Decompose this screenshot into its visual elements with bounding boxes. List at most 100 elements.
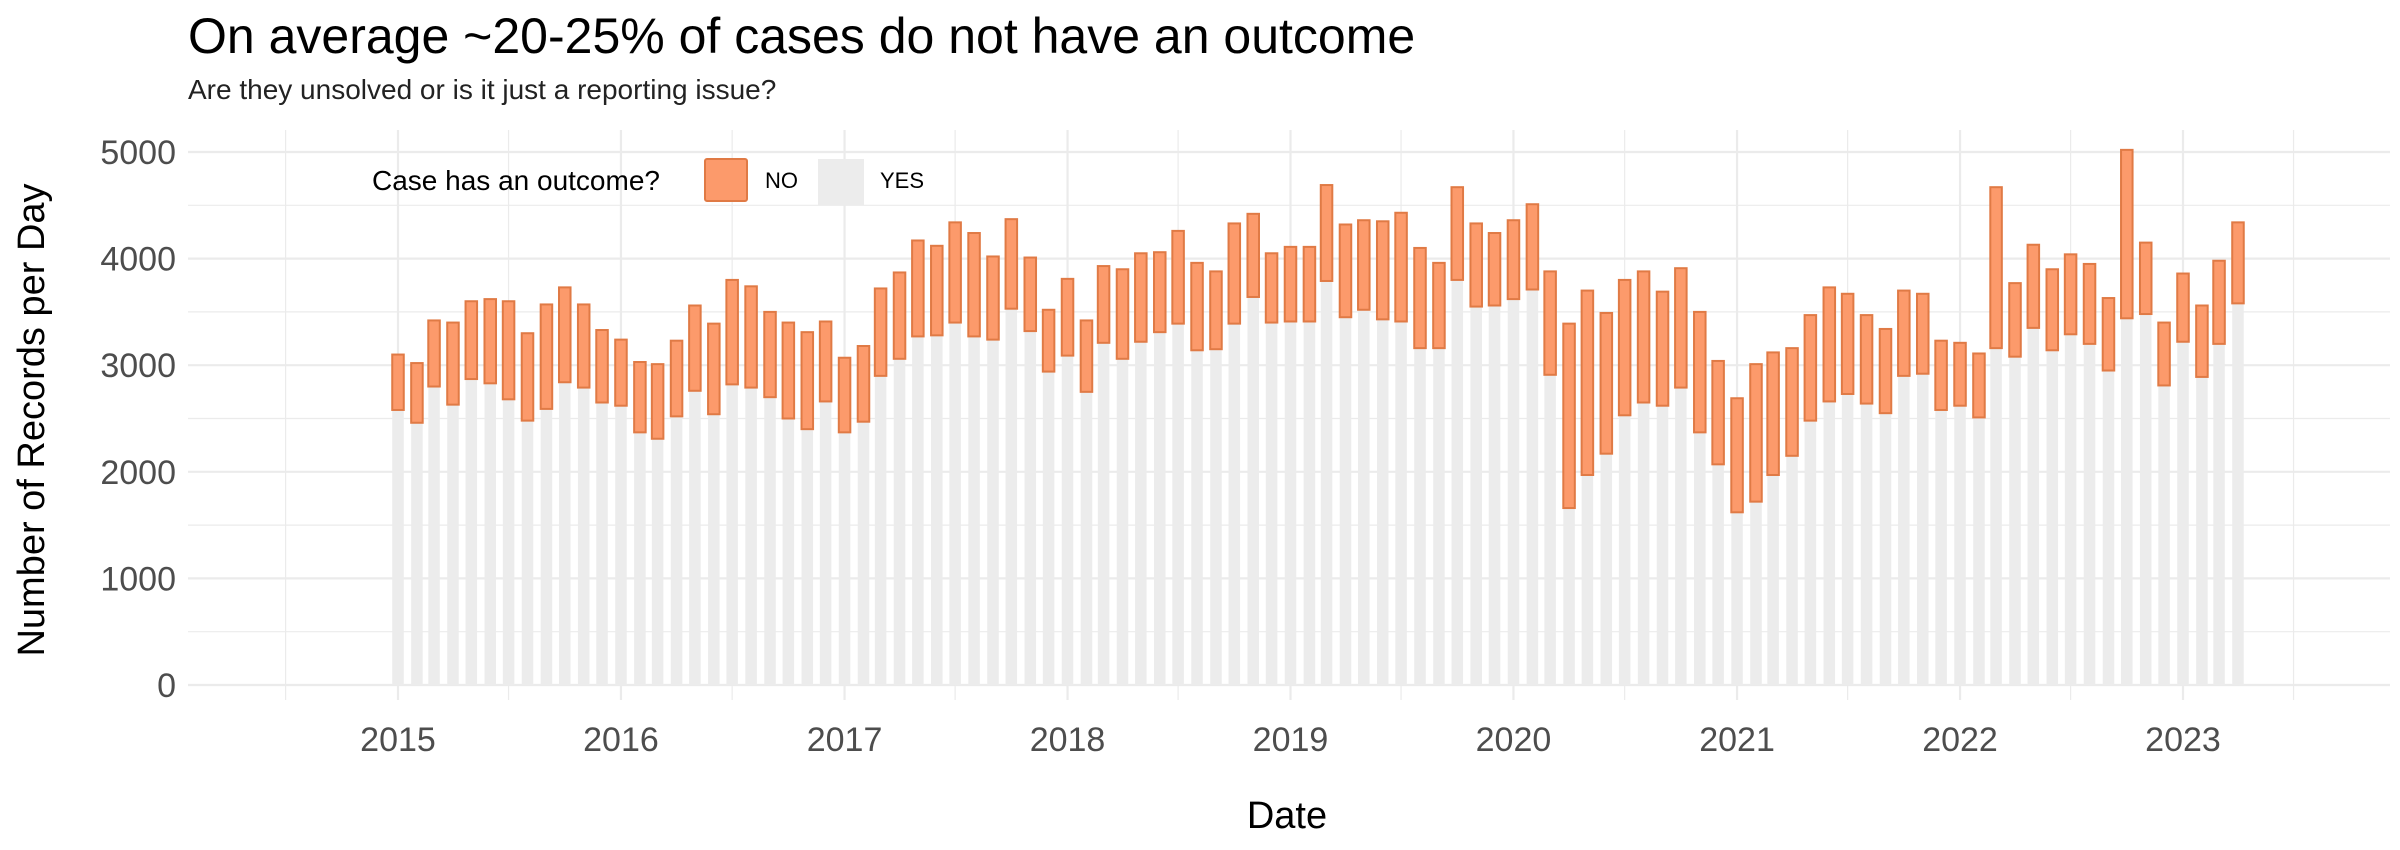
bar-yes [1694,432,1706,685]
bar-yes [1042,371,1055,685]
x-tick-label: 2018 [1030,721,1106,759]
y-tick-label: 3000 [100,347,176,385]
bar-no [1004,218,1019,310]
bar-yes [559,382,571,685]
x-tick-label: 2017 [807,721,883,759]
bar-no [1096,265,1111,344]
bar-yes [1061,355,1074,685]
bar-no [1711,359,1725,466]
bar-yes [1376,319,1389,685]
bar-no [986,255,1000,341]
bar-no [1617,278,1632,417]
bar-yes [521,420,534,685]
bar-no [483,298,498,385]
bar-yes [1879,413,1892,685]
bar-no [539,303,554,410]
bar-no [558,286,572,384]
bar-no [595,329,609,404]
bar-yes [782,418,795,685]
chart-title: On average ~20-25% of cases do not have … [188,8,1416,64]
x-tick-label: 2016 [583,721,659,759]
bar-no [1730,397,1744,514]
bar-yes [819,401,832,685]
bar-yes [615,405,627,685]
bar-no [781,321,796,420]
bar-yes [893,358,906,685]
bar-no [1432,261,1446,350]
bar-no [1766,351,1780,476]
bar-no [2195,304,2209,378]
bar-no [1115,268,1130,360]
bar-yes [1172,323,1184,685]
bar-yes [1284,321,1297,685]
bar-yes [1618,415,1631,685]
bar-no [1934,339,1948,411]
bar-no [1375,220,1390,321]
legend-label-yes: YES [880,168,924,193]
bar-yes [1395,321,1407,685]
bar-no [1023,256,1038,333]
bar-yes [1097,342,1110,685]
bar-yes [2064,334,2077,685]
bar-no [1506,219,1521,301]
bar-yes [968,336,980,685]
bar-no [1785,347,1799,457]
bar-yes [2196,376,2208,685]
bar-no [2045,268,2060,352]
bar-yes [689,390,701,685]
bar-no [763,310,777,399]
bar-yes [2139,314,2152,685]
bar-no [1562,322,1576,510]
bar-yes [1786,455,1798,685]
bar-yes [1507,299,1520,685]
bar-yes [1804,420,1817,685]
bar-yes [1954,405,1966,685]
bar-yes [1414,348,1426,685]
bar-no [2008,282,2022,358]
bar-yes [1303,321,1316,685]
bar-yes [1433,348,1445,685]
bar-no [800,331,815,431]
bar-no [1246,212,1261,298]
bar-no [2082,262,2097,345]
bar-yes [838,432,851,685]
bar-no [2231,221,2245,305]
legend-label-no: NO [765,168,798,193]
bar-no [1859,314,1874,405]
bar-yes [1005,308,1018,685]
bar-no [520,332,535,422]
bar-yes [801,429,814,685]
bar-yes [651,438,664,685]
bar-no [1636,270,1651,404]
bar-yes [1731,512,1743,685]
bar-no [1989,186,2003,350]
legend-key-yes [818,159,864,205]
bar-no [1394,211,1408,323]
bar-no [873,287,888,377]
bar-yes [465,379,478,685]
bar-no [911,239,925,338]
bar-yes [2083,343,2096,685]
bar-no [1079,319,1094,393]
bar-yes [931,335,943,685]
bar-yes [2009,356,2021,685]
bar-yes [2158,385,2170,685]
bar-no [1953,341,1967,407]
bar-no [1599,311,1614,455]
bar-yes [745,387,757,685]
bar-no [2176,272,2190,343]
bar-no [1060,277,1075,357]
bar-yes [1135,341,1147,685]
bar-yes [1210,349,1222,685]
y-axis-title: Number of Records per Day [11,183,53,656]
bar-yes [1024,331,1037,685]
bar-no [633,361,647,434]
bar-no [856,345,871,423]
bar-yes [1823,401,1836,685]
bar-yes [596,402,608,685]
bar-no [2120,148,2134,320]
bar-yes [1767,474,1779,685]
bar-yes [949,322,961,685]
x-tick-label: 2021 [1699,721,1775,759]
bar-yes [987,339,999,685]
